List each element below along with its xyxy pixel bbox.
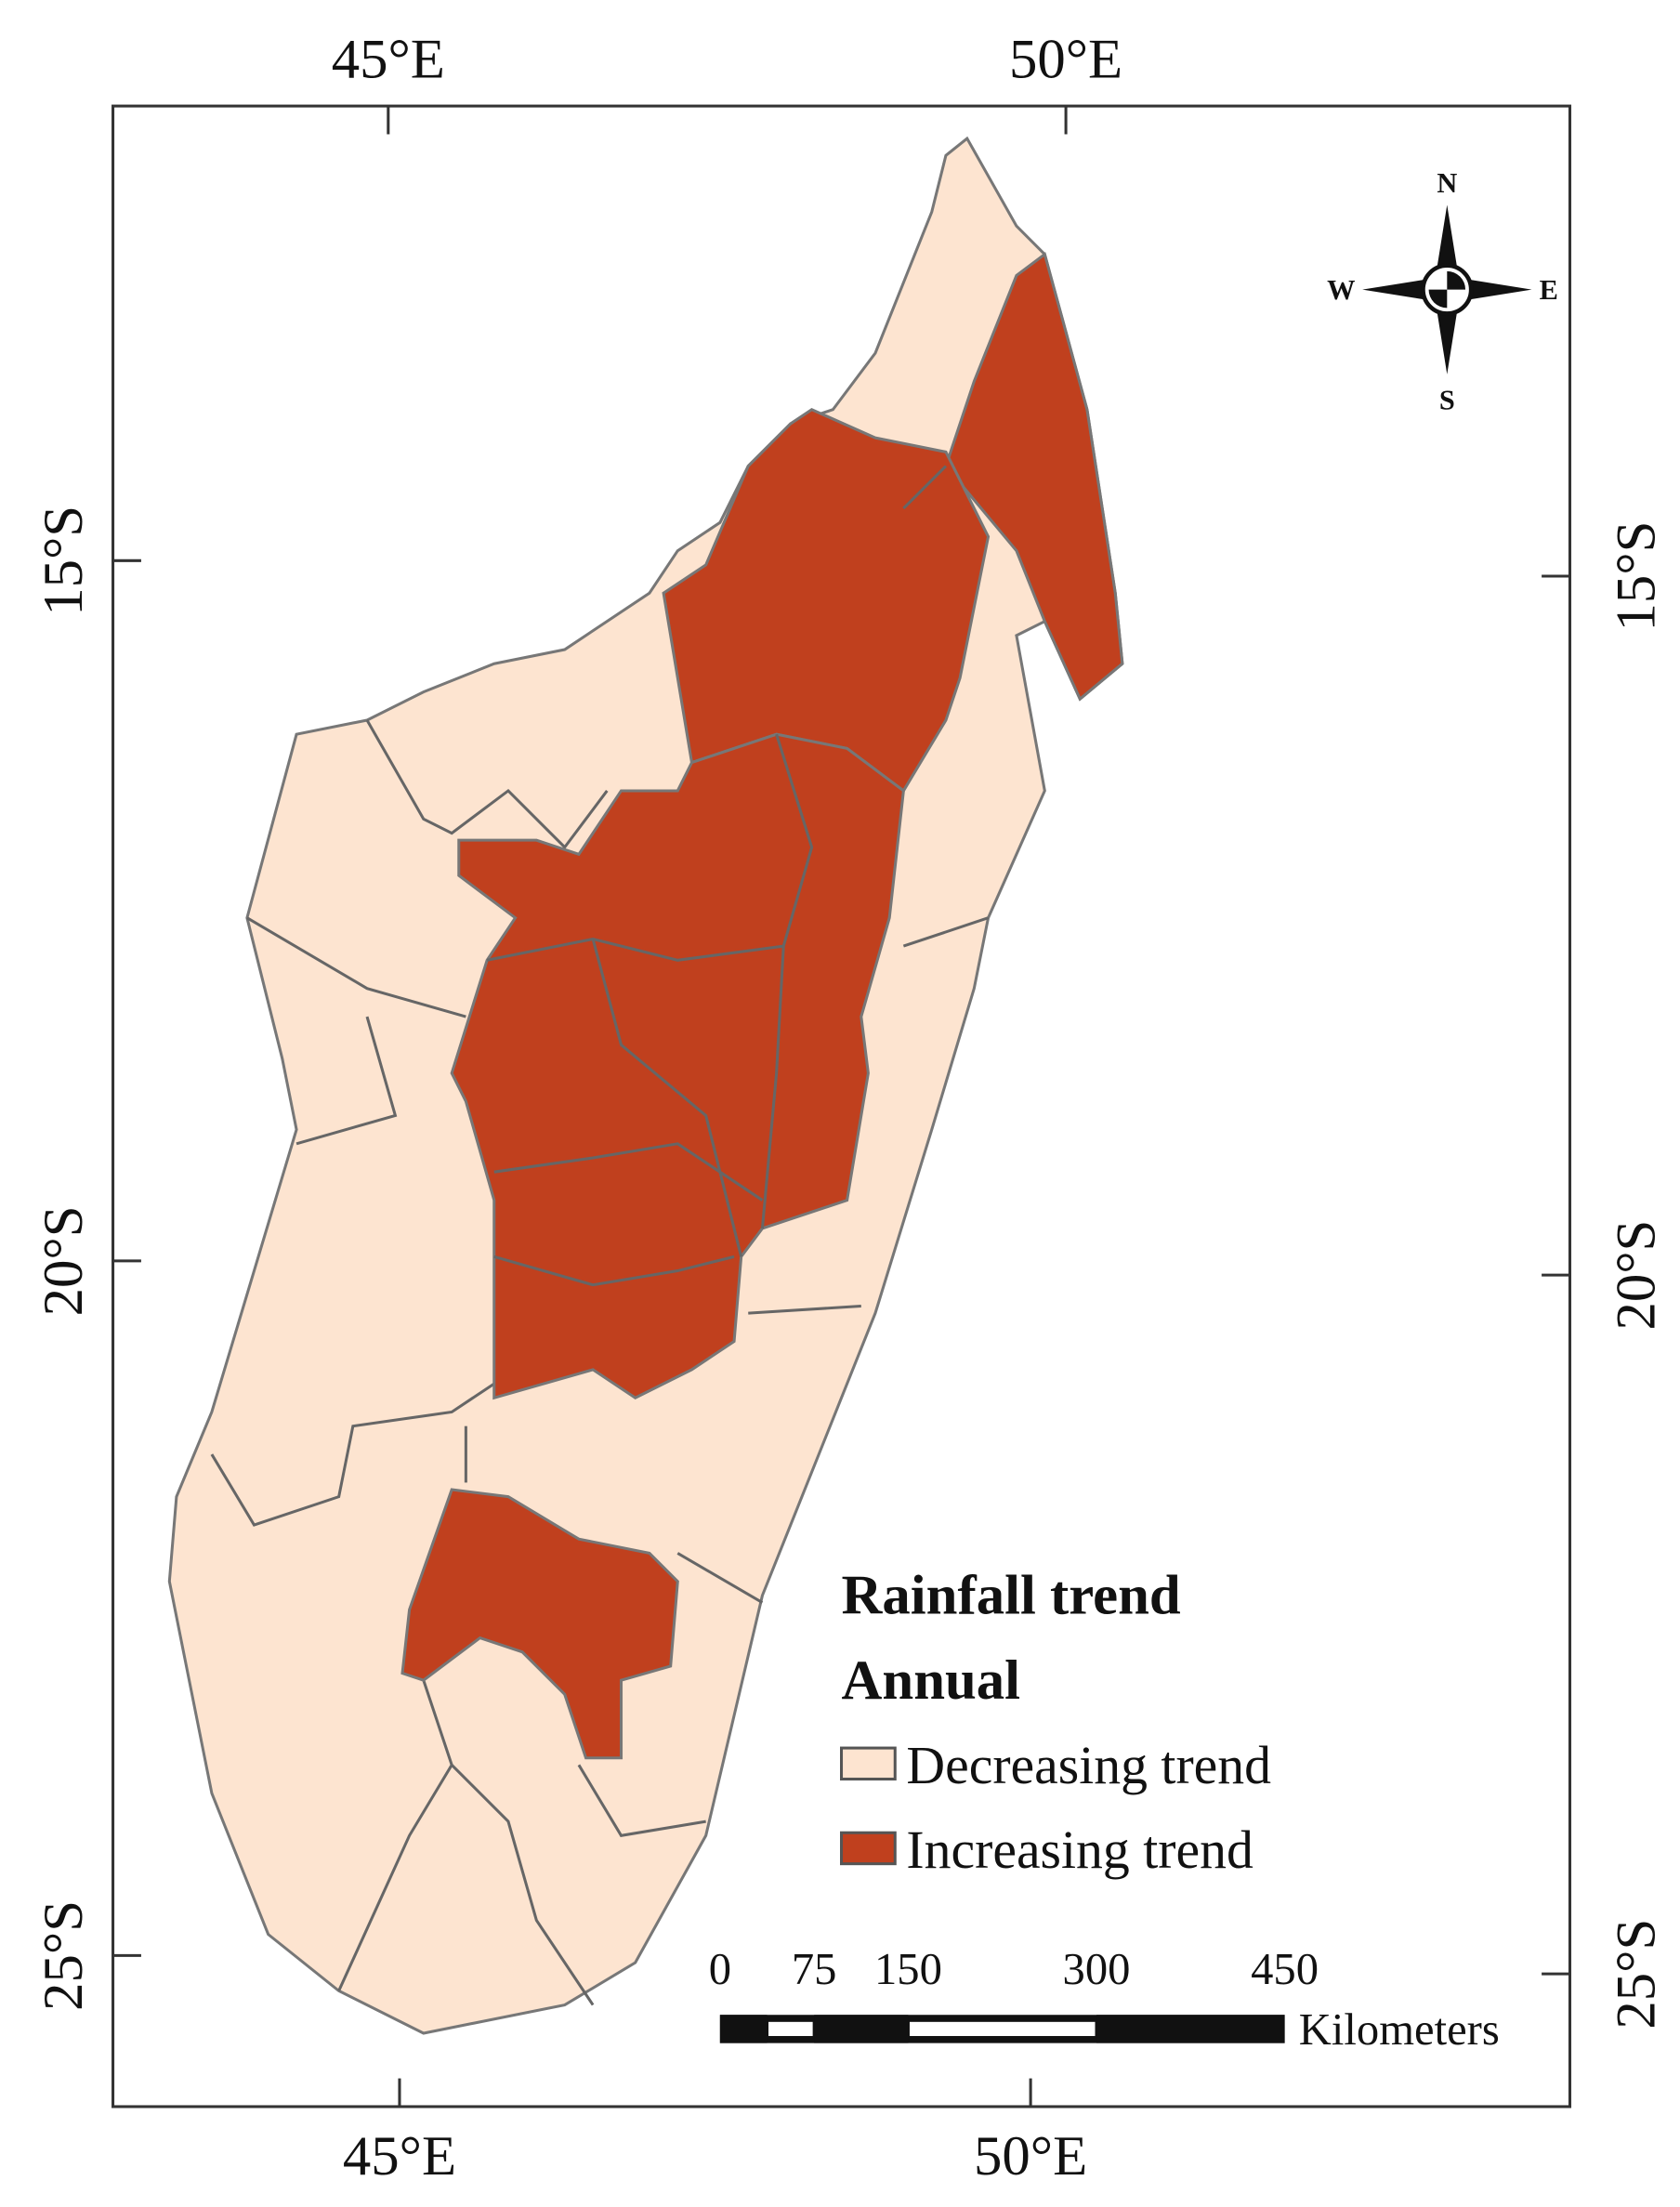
- scale-segment: [719, 2015, 768, 2043]
- scale-unit: Kilometers: [1299, 2004, 1500, 2055]
- scale-tick-label: 300: [1063, 1944, 1131, 1994]
- region-increasing: [944, 252, 1124, 702]
- region-increasing: [400, 1488, 679, 1760]
- scale-segment: [814, 2015, 909, 2043]
- compass-rose: [1362, 204, 1532, 374]
- compass-label: W: [1327, 274, 1355, 306]
- lat-label: 15°S: [1606, 521, 1668, 632]
- scale-tick-label: 450: [1251, 1944, 1319, 1994]
- legend-label: Increasing trend: [906, 1821, 1253, 1880]
- legend-label: Decreasing trend: [906, 1737, 1271, 1795]
- scale-segment: [1096, 2015, 1285, 2043]
- scale-tick-label: 150: [874, 1944, 942, 1994]
- legend-swatch: [840, 1746, 897, 1781]
- lat-label: 20°S: [33, 1205, 95, 1316]
- scale-segment: [768, 2021, 813, 2037]
- lat-label: 25°S: [33, 1900, 95, 2011]
- compass-label: S: [1439, 385, 1455, 416]
- lon-label: 45°E: [332, 29, 445, 91]
- legend-title: Rainfall trend: [842, 1565, 1181, 1627]
- lon-label: 50°E: [1009, 29, 1122, 91]
- lat-label: 25°S: [1606, 1919, 1668, 2030]
- lat-label: 15°S: [33, 506, 95, 616]
- legend-subtitle: Annual: [842, 1649, 1021, 1712]
- scale-segment: [909, 2021, 1096, 2037]
- graticule-ticks: [112, 106, 1570, 2107]
- internal-borders: [486, 465, 948, 1287]
- scale-tick-label: 75: [792, 1944, 837, 1994]
- frame: [112, 104, 1572, 2108]
- scale-tick-label: 0: [709, 1944, 731, 1994]
- region-increasing: [450, 732, 905, 1400]
- internal-borders: [210, 719, 990, 2006]
- lat-label: 20°S: [1606, 1220, 1668, 1331]
- compass-label: N: [1437, 167, 1457, 199]
- lon-label: 45°E: [343, 2125, 456, 2187]
- legend-swatch: [840, 1831, 897, 1866]
- compass-label: E: [1540, 274, 1558, 306]
- lon-label: 50°E: [974, 2125, 1087, 2187]
